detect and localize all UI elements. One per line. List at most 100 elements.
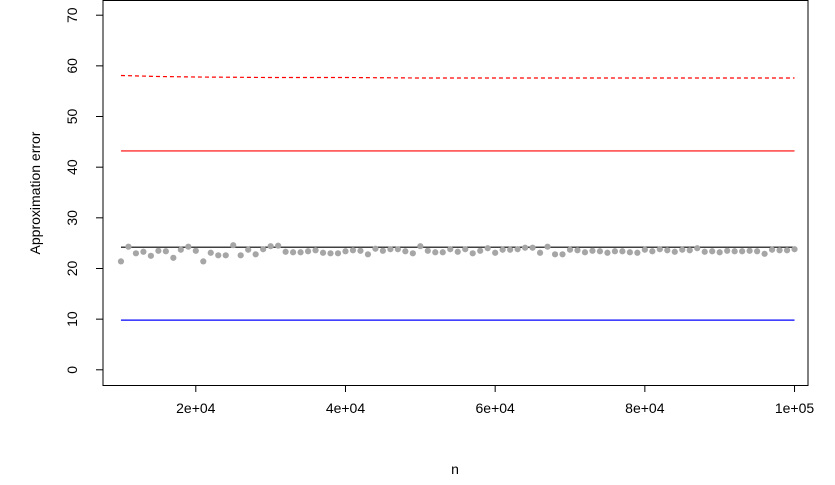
x-axis-ticks: 2e+04 4e+04 6e+04 8e+04 1e+05 (176, 385, 815, 416)
error-point (155, 247, 162, 254)
error-point (649, 248, 656, 255)
error-point (641, 246, 648, 253)
error-point (581, 249, 589, 256)
error-point (559, 251, 566, 258)
error-point (237, 252, 244, 259)
error-point (551, 251, 559, 258)
y-tick-label: 0 (64, 366, 80, 374)
y-tick-label: 30 (64, 210, 80, 226)
error-point (402, 248, 409, 255)
error-point (387, 246, 394, 253)
error-point (522, 244, 529, 251)
error-point (492, 249, 499, 256)
error-point (507, 246, 514, 253)
error-point (132, 250, 140, 257)
x-tick-label: 1e+05 (775, 400, 815, 416)
error-point (634, 249, 641, 256)
error-point (477, 247, 484, 254)
error-point (626, 249, 633, 256)
error-point (679, 246, 686, 253)
error-point (768, 246, 776, 253)
x-tick-label: 6e+04 (476, 400, 516, 416)
y-tick-label: 20 (64, 260, 80, 276)
error-point (454, 248, 461, 255)
error-point (260, 246, 267, 253)
error-point (604, 249, 611, 256)
error-point (656, 246, 663, 253)
error-point (724, 247, 731, 254)
error-point (297, 249, 304, 256)
error-point (783, 247, 791, 254)
error-point (117, 258, 125, 265)
error-point (364, 251, 372, 258)
error-point (694, 245, 701, 252)
y-tick-label: 60 (64, 58, 80, 74)
error-point (342, 248, 349, 255)
error-point (469, 250, 476, 257)
y-tick-label: 50 (64, 109, 80, 125)
error-point (432, 249, 439, 256)
y-axis-ticks: 0 10 20 30 40 50 60 70 (64, 7, 103, 374)
error-point (200, 258, 207, 265)
error-point (215, 252, 222, 259)
error-point (739, 248, 746, 255)
error-point (566, 246, 574, 253)
error-point (372, 245, 379, 252)
y-tick-label: 70 (64, 7, 80, 23)
error-point (417, 243, 424, 250)
error-point (484, 245, 491, 252)
x-axis-title: n (451, 461, 459, 477)
error-point (192, 247, 199, 254)
error-point (746, 247, 753, 254)
error-point (379, 247, 387, 254)
error-point (544, 243, 551, 250)
error-point (252, 251, 259, 258)
error-point (514, 246, 521, 253)
error-point (275, 242, 282, 249)
y-tick-label: 40 (64, 159, 80, 175)
x-tick-label: 8e+04 (625, 400, 665, 416)
error-point (319, 249, 327, 256)
error-point (282, 248, 289, 255)
error-point (185, 243, 192, 250)
error-point (686, 247, 693, 254)
error-point (177, 246, 184, 253)
error-point (619, 248, 626, 255)
error-point (125, 243, 132, 250)
y-tick-label: 10 (64, 311, 80, 327)
error-point (349, 247, 357, 254)
error-point (716, 249, 723, 256)
error-point (574, 247, 581, 254)
error-point (170, 254, 177, 261)
error-point (447, 246, 454, 253)
reference-line-1 (120, 74, 795, 79)
error-point (701, 248, 708, 255)
error-point (147, 252, 154, 259)
error-point (334, 250, 342, 257)
error-point (304, 248, 312, 255)
error-point (596, 248, 604, 255)
error-point (394, 246, 401, 253)
error-point (709, 248, 716, 255)
error-point (140, 248, 147, 255)
x-tick-label: 4e+04 (326, 400, 366, 416)
plot-frame (102, 0, 809, 386)
error-point (230, 242, 237, 249)
error-point (424, 247, 431, 254)
error-point (536, 249, 544, 256)
error-point (776, 247, 783, 254)
error-point (327, 250, 334, 257)
error-point (245, 246, 252, 253)
error-point (357, 247, 364, 254)
error-point (731, 248, 738, 255)
error-points (117, 242, 798, 265)
error-point (671, 248, 678, 255)
error-point (289, 249, 297, 256)
error-point (162, 248, 169, 255)
error-point (589, 247, 596, 254)
error-point (267, 243, 274, 250)
error-point (409, 250, 416, 257)
error-point (222, 252, 229, 259)
error-point (499, 246, 506, 253)
